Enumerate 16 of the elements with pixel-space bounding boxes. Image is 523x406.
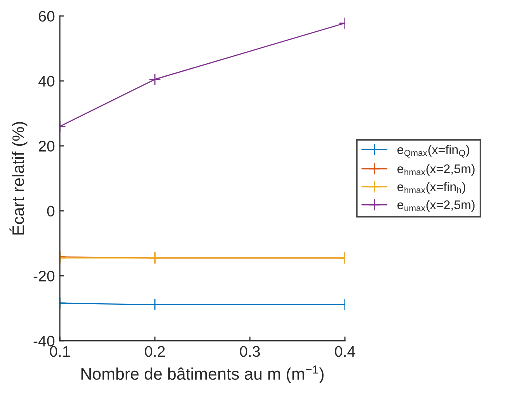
y-axis-title: Écart relatif (%): [10, 122, 28, 235]
legend-label: e$_{hmax}$(x=2,5m): [398, 164, 475, 176]
y-tick-label: 20: [39, 141, 55, 152]
x-tick-label: 0.4: [335, 346, 356, 358]
legend-label: e$_{hmax}$(x=fin$_{h}$): [398, 182, 466, 194]
y-tick-label: 60: [39, 11, 55, 22]
x-tick-label: 0.2: [145, 346, 166, 358]
legend-label: e$_{umax}$(x=2,5m): [398, 200, 475, 212]
y-tick-label: 40: [38, 76, 55, 87]
y-tick-label: -20: [34, 270, 55, 282]
y-tick-label: 0: [47, 206, 55, 217]
legend-label: e$_{Qmax}$(x=fin$_{Q}$): [398, 145, 470, 158]
x-tick-label: 0.3: [240, 346, 260, 358]
x-tick-label: 0.1: [50, 346, 70, 358]
x-axis-title: Nombre de bâtiments au m (m$^{−1}$): [82, 366, 324, 384]
y-tick-label: -40: [34, 336, 55, 347]
